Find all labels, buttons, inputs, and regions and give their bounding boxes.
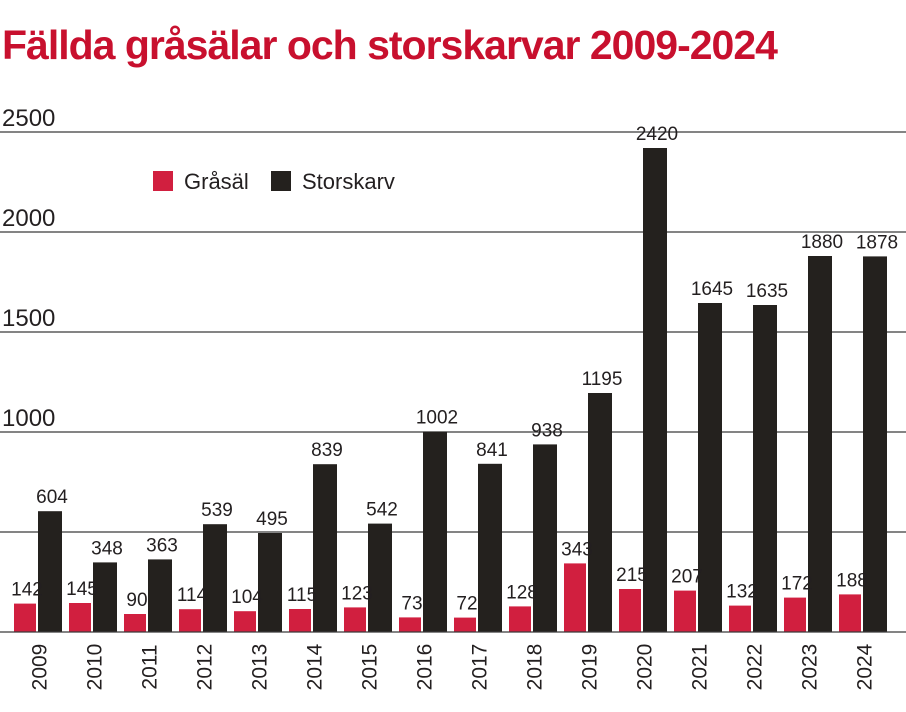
legend-label-grasal: Gråsäl bbox=[184, 169, 249, 194]
value-label-grasal: 72 bbox=[456, 594, 477, 615]
value-label-grasal: 343 bbox=[561, 539, 593, 560]
x-tick-label: 2018 bbox=[524, 644, 547, 691]
value-label-storskarv: 539 bbox=[201, 500, 233, 521]
bar-storskarv bbox=[258, 533, 282, 632]
bar-grasal bbox=[674, 590, 696, 632]
bar-storskarv bbox=[203, 524, 227, 632]
bar-grasal bbox=[729, 605, 751, 632]
value-label-grasal: 132 bbox=[726, 582, 758, 603]
x-tick-label: 2011 bbox=[139, 644, 162, 689]
bar-grasal bbox=[839, 594, 861, 632]
bar-grasal bbox=[124, 614, 146, 632]
bar-storskarv bbox=[368, 523, 392, 632]
value-label-storskarv: 348 bbox=[91, 538, 123, 559]
bar-storskarv bbox=[643, 148, 667, 632]
value-label-storskarv: 1002 bbox=[416, 408, 458, 429]
value-label-storskarv: 495 bbox=[256, 509, 288, 530]
bar-grasal bbox=[784, 597, 806, 632]
x-tick-label: 2017 bbox=[469, 644, 492, 691]
x-tick-label: 2009 bbox=[29, 644, 52, 691]
x-tick-label: 2012 bbox=[194, 644, 217, 691]
x-tick-label: 2019 bbox=[579, 644, 602, 691]
bar-storskarv bbox=[588, 393, 612, 632]
x-tick-label: 2024 bbox=[854, 643, 877, 690]
x-tick-label: 2022 bbox=[744, 644, 767, 691]
bar-grasal bbox=[454, 617, 476, 632]
bar-storskarv bbox=[38, 511, 62, 632]
bar-grasal bbox=[289, 609, 311, 632]
x-tick-label: 2016 bbox=[414, 644, 437, 691]
x-tick-label: 2014 bbox=[304, 643, 327, 690]
value-label-storskarv: 1645 bbox=[691, 279, 733, 300]
legend-swatch-storskarv bbox=[271, 171, 291, 191]
value-label-storskarv: 2420 bbox=[636, 124, 678, 145]
bar-grasal bbox=[399, 617, 421, 632]
x-tick-label: 2020 bbox=[634, 644, 657, 691]
value-label-storskarv: 1880 bbox=[801, 232, 843, 253]
bar-grasal bbox=[344, 607, 366, 632]
bar-grasal bbox=[619, 589, 641, 632]
value-label-grasal: 123 bbox=[341, 583, 373, 604]
value-label-storskarv: 841 bbox=[476, 440, 508, 461]
bar-grasal bbox=[179, 609, 201, 632]
value-label-grasal: 115 bbox=[287, 585, 317, 606]
bar-storskarv bbox=[313, 464, 337, 632]
value-label-grasal: 145 bbox=[66, 579, 98, 600]
x-tick-label: 2021 bbox=[689, 644, 712, 691]
bar-storskarv bbox=[808, 256, 832, 632]
y-tick-label: 1500 bbox=[2, 305, 55, 332]
y-tick-label: 2000 bbox=[2, 205, 55, 232]
value-label-grasal: 90 bbox=[126, 590, 147, 611]
value-label-storskarv: 839 bbox=[311, 440, 343, 461]
value-label-grasal: 188 bbox=[836, 570, 868, 591]
value-label-grasal: 142 bbox=[11, 580, 43, 601]
value-label-storskarv: 938 bbox=[531, 420, 563, 441]
value-label-grasal: 128 bbox=[506, 582, 538, 603]
value-label-storskarv: 1195 bbox=[582, 369, 623, 390]
value-label-grasal: 73 bbox=[401, 593, 422, 614]
bar-storskarv bbox=[533, 444, 557, 632]
x-tick-label: 2015 bbox=[359, 644, 382, 691]
bar-storskarv bbox=[148, 559, 172, 632]
value-label-storskarv: 1878 bbox=[856, 232, 898, 253]
value-label-storskarv: 1635 bbox=[746, 281, 788, 302]
bar-grasal bbox=[14, 603, 36, 632]
bar-grasal bbox=[564, 563, 586, 632]
bar-grasal bbox=[234, 611, 256, 632]
bar-grasal bbox=[69, 603, 91, 632]
x-tick-label: 2023 bbox=[799, 644, 822, 691]
value-label-grasal: 104 bbox=[231, 587, 263, 608]
bar-storskarv bbox=[863, 256, 887, 632]
value-label-grasal: 207 bbox=[671, 567, 703, 588]
legend-label-storskarv: Storskarv bbox=[302, 169, 395, 194]
value-label-storskarv: 542 bbox=[366, 500, 398, 521]
y-tick-label: 1000 bbox=[2, 405, 55, 432]
value-label-storskarv: 363 bbox=[146, 535, 178, 556]
value-label-storskarv: 604 bbox=[36, 487, 68, 508]
y-tick-label: 2500 bbox=[2, 105, 55, 132]
legend-swatch-grasal bbox=[153, 171, 173, 191]
bar-storskarv bbox=[423, 431, 447, 632]
bar-storskarv bbox=[698, 303, 722, 632]
bar-storskarv bbox=[753, 305, 777, 632]
bar-storskarv bbox=[478, 463, 502, 632]
value-label-grasal: 172 bbox=[781, 574, 813, 595]
value-label-grasal: 215 bbox=[616, 565, 648, 586]
chart-title: Fällda gråsälar och storskarvar 2009-202… bbox=[2, 22, 778, 68]
x-tick-label: 2010 bbox=[84, 644, 107, 691]
bar-grasal bbox=[509, 606, 531, 632]
value-label-grasal: 114 bbox=[177, 585, 208, 606]
bar-storskarv bbox=[93, 562, 117, 632]
x-tick-label: 2013 bbox=[249, 644, 272, 691]
